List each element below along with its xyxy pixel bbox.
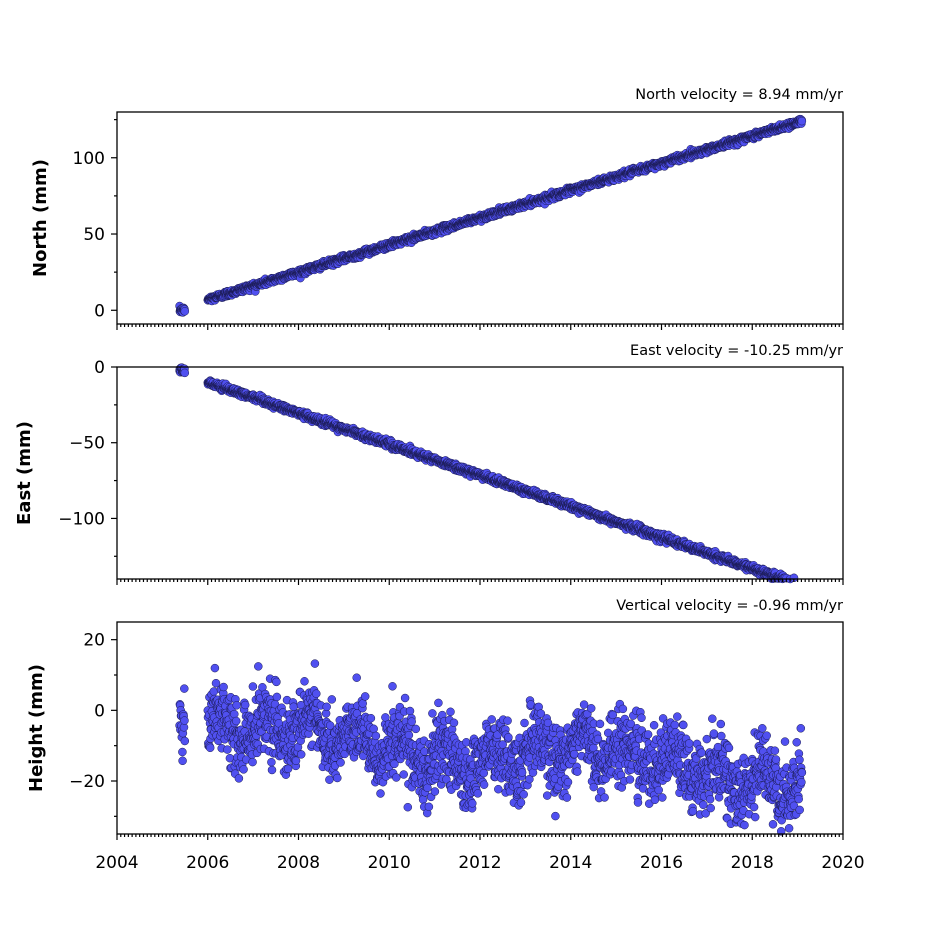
data-point [219,682,228,692]
data-point [205,743,215,753]
y-tick-label: 0 [94,301,105,321]
height-panel: Vertical velocity = -0.96 mm/yr 200−20 H… [26,598,844,840]
data-point [180,736,190,746]
east-velocity-title: East velocity = -10.25 mm/yr [630,343,843,359]
data-point [180,307,190,316]
east-scatter-points [175,363,799,584]
data-point [231,716,241,726]
vertical-velocity-title: Vertical velocity = -0.96 mm/yr [616,598,843,614]
data-point [209,687,219,696]
north-velocity-title: North velocity = 8.94 mm/yr [635,87,843,103]
data-point [180,684,189,693]
east-y-axis-label: East (mm) [14,421,35,525]
y-tick-label: 100 [73,149,105,169]
y-tick-label: −100 [58,509,105,529]
data-point [254,662,263,671]
east-y-axis: 0 −50 −100 [58,358,117,557]
data-point [223,745,232,754]
north-x-axis [116,324,844,330]
north-scatter-points [175,114,807,317]
north-y-axis-label: North (mm) [30,159,51,277]
data-point [797,116,807,126]
y-tick-label: −50 [69,434,105,454]
height-scatter-points [175,659,807,836]
data-point [178,747,187,757]
data-point [267,757,276,767]
y-tick-label: 0 [94,358,105,378]
data-point [178,756,187,766]
data-point [248,682,258,691]
data-point [267,765,277,775]
data-point [239,765,248,774]
data-point [232,701,241,710]
east-panel: East velocity = -10.25 mm/yr 0 −50 −100 Ea… [14,343,844,585]
north-y-axis: 0 50 100 [73,119,117,321]
data-point [234,774,244,783]
north-panel: North velocity = 8.94 mm/yr 0 50 100 North… [30,87,844,330]
east-x-axis [116,579,844,585]
data-point [180,716,189,725]
data-point [180,368,190,378]
data-point [240,700,250,710]
data-point [210,663,220,673]
y-tick-label: 50 [83,225,105,245]
data-point [248,757,257,767]
